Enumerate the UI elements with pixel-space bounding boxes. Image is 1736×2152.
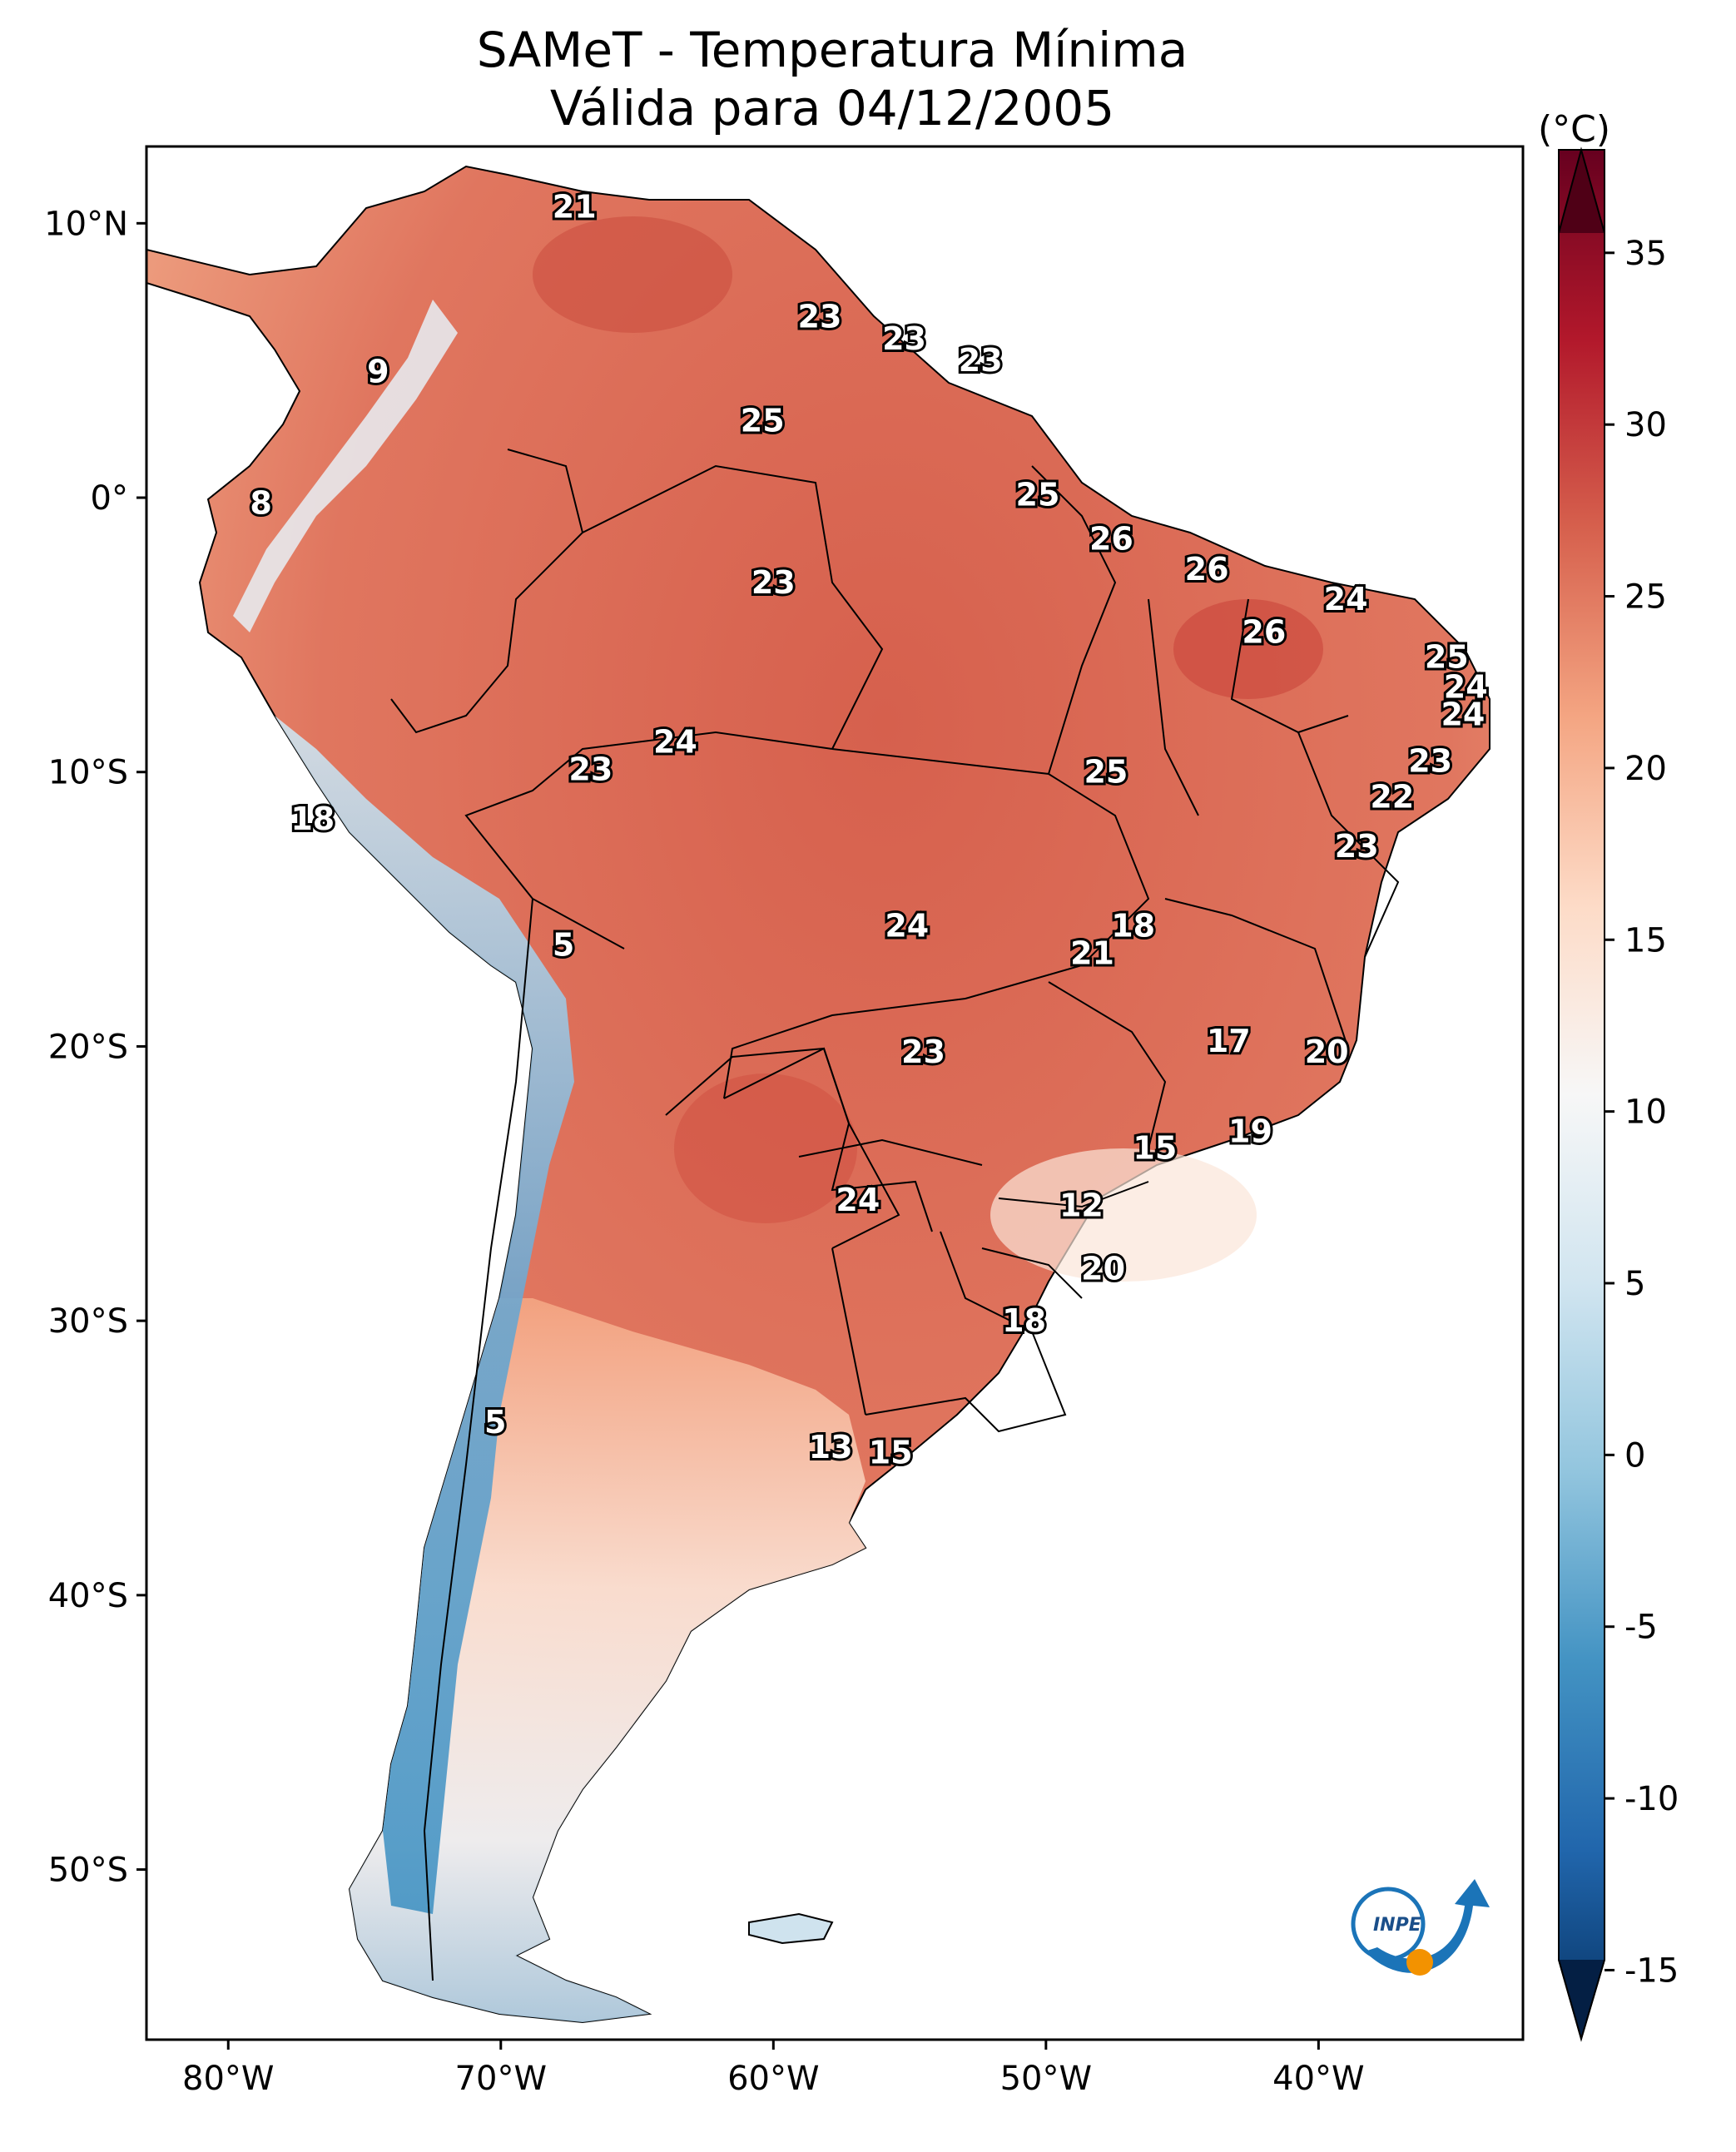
inpe-logo-text: INPE [1373,1915,1421,1936]
contour-label: 25 [1425,638,1469,675]
colorbar-unit: (°C) [1538,108,1611,151]
contour-label: 23 [798,298,842,335]
inpe-logo-sun-icon [1406,1949,1433,1976]
lat-tick-label: 0° [91,479,128,518]
lon-tick-label: 40°W [1272,2060,1364,2098]
contour-label: 15 [1133,1129,1177,1166]
inpe-logo-swoosh-icon [1365,1879,1490,1973]
lon-tick-label: 60°W [727,2060,819,2098]
map-title-line2: Válida para 04/12/2005 [549,80,1115,136]
contour-label: 24 [1441,697,1485,733]
lon-tick-label: 80°W [182,2060,274,2098]
contour-label: 18 [1111,907,1155,944]
contour-label: 22 [1370,778,1414,815]
northern-andes-band [233,300,458,632]
map-title-line1: SAMeT - Temperatura Mínima [476,22,1188,78]
lat-tick-label: 40°S [48,1577,128,1615]
contour-label: 23 [882,320,926,357]
colorbar-tick-label: 30 [1624,406,1667,444]
andes-cold-band [275,716,574,1914]
lon-tick-label: 70°W [455,2060,547,2098]
contour-label: 18 [290,801,335,837]
contour-label: 18 [1002,1302,1046,1339]
colorbar-tick-label: 0 [1624,1436,1645,1475]
cool-southeast [990,1148,1257,1282]
colorbar-min-arrow [1559,1960,1605,2039]
contour-label: 23 [1335,828,1379,865]
contour-label: 13 [809,1429,853,1465]
colorbar-tick-label: 10 [1624,1093,1667,1132]
colorbar-ticks: 35 30 25 20 15 10 5 0 -5 -10 -15 [1605,235,1679,1990]
contour-label: 23 [1408,743,1452,780]
contour-label: 20 [1081,1251,1125,1287]
colorbar-tick-label: -15 [1624,1951,1679,1990]
contour-label: 25 [1084,754,1128,791]
colorbar-tick-label: 15 [1624,921,1667,959]
colorbar-tick-label: 20 [1624,750,1667,788]
map-frame [145,145,1525,2041]
colorbar-max-arrow [1559,150,1605,233]
contour-label: 23 [959,342,1003,379]
contour-label: 12 [1059,1188,1104,1224]
inpe-logo: INPE [1351,1879,1490,1976]
warm-core-north [533,216,732,333]
contour-label: 5 [553,926,574,963]
lat-tick-label: 50°S [48,1852,128,1890]
contour-label: 24 [1444,669,1488,706]
contour-label: 17 [1207,1023,1251,1059]
contour-label: 25 [1016,477,1060,513]
contour-label: 15 [869,1434,913,1470]
colorbar: 35 30 25 20 15 10 5 0 -5 -10 -15 [1558,146,1679,2042]
country-borders [390,449,1400,1981]
lon-tick-label: 50°W [1000,2060,1092,2098]
contour-label: 25 [741,403,785,439]
colorbar-tick-label: 35 [1624,235,1667,273]
contour-label: 24 [1324,581,1368,617]
contour-label: 23 [568,751,613,787]
map-area [146,165,1490,2024]
contour-label: 5 [484,1404,506,1440]
lat-tick-label: 10°N [44,205,128,243]
contour-label: 20 [1305,1034,1349,1070]
warm-core-chaco [674,1074,857,1223]
contour-label: 23 [751,564,796,601]
contour-label: 23 [901,1034,945,1070]
latitude-axis: 10°N 0° 10°S 20°S 30°S 40°S 50°S [44,205,146,1890]
contour-label: 21 [553,189,597,226]
contour-label: 21 [1070,935,1114,971]
longitude-axis: 80°W 70°W 60°W 50°W 40°W [182,2040,1365,2098]
contour-label: 24 [836,1182,880,1218]
contour-label: 9 [367,353,389,389]
colorbar-tick-label: -10 [1624,1780,1679,1818]
warm-core-northeast [1173,599,1323,699]
contour-label: 8 [250,485,271,522]
contour-label: 26 [1185,551,1229,588]
colorbar-tick-label: -5 [1624,1609,1658,1647]
contour-label: 26 [1242,614,1286,651]
colorbar-body [1558,149,1605,2042]
colorbar-tick-label: 5 [1624,1265,1645,1303]
lat-tick-label: 10°S [48,754,128,792]
lat-tick-label: 30°S [48,1302,128,1341]
contour-label: 24 [653,723,697,760]
contour-label: 24 [885,907,929,944]
lat-tick-label: 20°S [48,1028,128,1066]
contour-label: 19 [1228,1113,1272,1150]
contour-label: 26 [1089,520,1133,557]
colorbar-tick-label: 25 [1624,578,1667,617]
falkland-islands [748,1912,834,1945]
